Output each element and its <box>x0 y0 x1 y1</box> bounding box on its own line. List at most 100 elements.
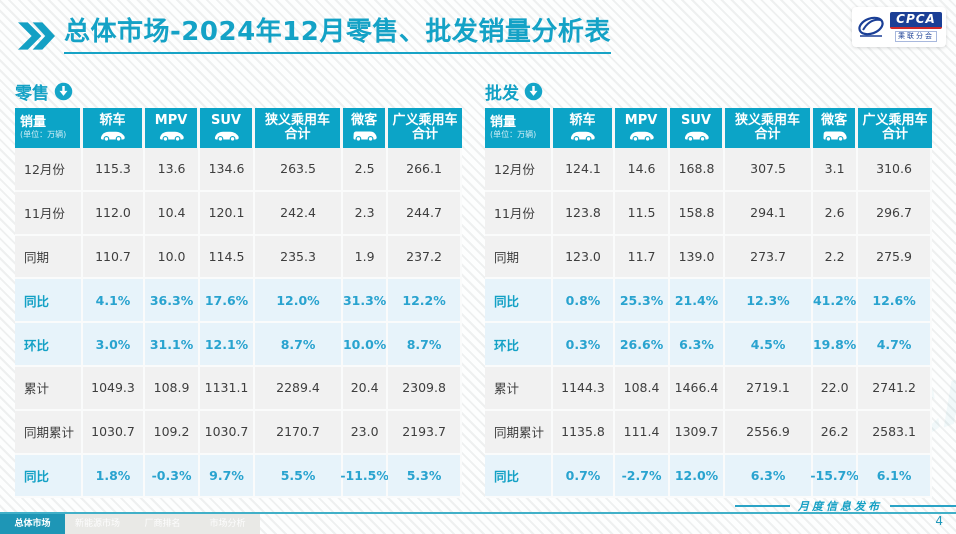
wholesale-table: 销量 (单位：万辆) 轿车 MPV SUV 狭义乘用车 合计 微客 广义乘用车 合计 12月份 124… <box>485 108 932 499</box>
row-label: 同期 <box>485 235 553 280</box>
cell-narrow-pv-total: 294.1 <box>725 191 814 236</box>
cell-minivan: 10.0% <box>343 323 389 367</box>
column-header-broad-pv-total: 广义乘用车 合计 <box>858 108 932 148</box>
cell-suv: 21.4% <box>670 279 725 324</box>
cell-mpv: 26.6% <box>615 323 671 367</box>
cell-narrow-pv-total: 2289.4 <box>255 366 344 411</box>
tables-area: 零售 销量 (单位：万辆) 轿车 MPV SUV 狭义乘用车 合计 微客 广义乘用车 合计 12月份… <box>15 79 932 499</box>
column-label: SUV <box>211 112 241 128</box>
tab-oem-ranking[interactable]: 厂商排名 <box>144 519 181 529</box>
cpca-logo-subtext: 乘联分会 <box>894 31 937 42</box>
cell-mpv: 11.5 <box>615 191 671 236</box>
row-label: 同比 <box>15 279 83 324</box>
cell-narrow-pv-total: 242.4 <box>255 191 344 236</box>
car-icon <box>570 131 595 142</box>
footer-divider <box>0 512 956 514</box>
cell-minivan: 31.3% <box>343 279 389 324</box>
cell-sedan: 124.1 <box>552 148 616 192</box>
row-label: 同期累计 <box>485 410 553 455</box>
row-label: 同期累计 <box>15 410 83 455</box>
cell-suv: 1309.7 <box>670 410 725 455</box>
publish-dash-right <box>890 505 956 507</box>
row-label: 环比 <box>15 323 83 367</box>
table-header-row: 销量 (单位：万辆) 轿车 MPV SUV 狭义乘用车 合计 微客 广义乘用车 合计 <box>485 108 932 148</box>
page-title-suffix: -2024年12月零售、批发销量分析表 <box>170 17 611 47</box>
row-label: 累计 <box>485 366 553 411</box>
cell-mpv: 25.3% <box>615 279 671 324</box>
cell-mpv: 108.4 <box>615 366 671 411</box>
column-header-minivan: 微客 <box>813 108 859 148</box>
page-number: 4 <box>935 514 943 528</box>
cell-mpv: 31.1% <box>145 323 201 367</box>
tab-market-analysis[interactable]: 市场分析 <box>209 519 246 529</box>
cell-suv: 114.5 <box>200 235 255 280</box>
cell-broad-pv-total: 8.7% <box>388 323 462 367</box>
cell-broad-pv-total: 310.6 <box>858 148 932 192</box>
column-label: SUV <box>681 112 711 128</box>
cell-narrow-pv-total: 2170.7 <box>255 410 344 455</box>
cell-mpv: 11.7 <box>615 235 671 280</box>
publish-text: 月度信息发布 <box>798 500 882 513</box>
cell-suv: 1030.7 <box>200 410 255 455</box>
retail-section: 零售 销量 (单位：万辆) 轿车 MPV SUV 狭义乘用车 合计 微客 广义乘用车 合计 12月份… <box>15 79 462 499</box>
publish-label: 月度信息发布 <box>735 498 956 514</box>
cell-broad-pv-total: 2193.7 <box>388 410 462 455</box>
tab-nev-market[interactable]: 新能源市场 <box>74 519 120 529</box>
retail-section-header: 零售 <box>15 79 462 104</box>
tab-overall-market[interactable]: 总体市场 <box>0 514 65 534</box>
cell-broad-pv-total: 2741.2 <box>858 366 932 411</box>
wholesale-section-title: 批发 <box>485 84 519 104</box>
cell-sedan: 0.3% <box>552 323 616 367</box>
cell-mpv: 14.6 <box>615 148 671 192</box>
cpca-swoosh-icon <box>858 16 884 37</box>
page-title-prefix: 总体市场 <box>64 17 171 47</box>
column-label: 广义乘用车 <box>862 112 928 128</box>
row-label: 12月份 <box>15 148 83 192</box>
column-label-line2: 合计 <box>412 127 439 142</box>
table-row-12月份: 12月份 115.3 13.6 134.6 263.5 2.5 266.1 <box>15 148 462 192</box>
column-unit: (单位：万辆) <box>20 129 67 139</box>
row-label: 同比 <box>485 454 553 499</box>
cell-broad-pv-total: 244.7 <box>388 191 462 236</box>
column-label-line2: 合计 <box>882 127 909 142</box>
cell-suv: 12.1% <box>200 323 255 367</box>
cell-broad-pv-total: 6.1% <box>858 454 932 499</box>
table-row-同比: 同比 1.8% -0.3% 9.7% 5.5% -11.5% 5.3% <box>15 454 462 499</box>
cell-sedan: 1030.7 <box>82 410 146 455</box>
cell-narrow-pv-total: 6.3% <box>725 454 814 499</box>
cell-broad-pv-total: 237.2 <box>388 235 462 280</box>
cell-broad-pv-total: 5.3% <box>388 454 462 499</box>
car-icon <box>100 131 125 142</box>
cell-sedan: 4.1% <box>82 279 146 324</box>
column-header-broad-pv-total: 广义乘用车 合计 <box>388 108 462 148</box>
row-label: 同比 <box>15 454 83 499</box>
table-row-环比: 环比 3.0% 31.1% 12.1% 8.7% 10.0% 8.7% <box>15 323 462 367</box>
table-row-11月份: 11月份 112.0 10.4 120.1 242.4 2.3 244.7 <box>15 191 462 236</box>
cell-minivan: 41.2% <box>813 279 859 324</box>
retail-table: 销量 (单位：万辆) 轿车 MPV SUV 狭义乘用车 合计 微客 广义乘用车 合计 12月份 115… <box>15 108 462 499</box>
cell-mpv: 10.4 <box>145 191 201 236</box>
cell-mpv: 111.4 <box>615 410 671 455</box>
cell-sedan: 112.0 <box>82 191 146 236</box>
table-row-12月份: 12月份 124.1 14.6 168.8 307.5 3.1 310.6 <box>485 148 932 192</box>
cell-sedan: 0.7% <box>552 454 616 499</box>
table-row-同期: 同期 123.0 11.7 139.0 273.7 2.2 275.9 <box>485 235 932 280</box>
column-label: 微客 <box>351 112 378 128</box>
column-header-narrow-pv-total: 狭义乘用车 合计 <box>725 108 814 148</box>
column-label-line2: 合计 <box>754 127 781 142</box>
cell-mpv: 109.2 <box>145 410 201 455</box>
row-label: 12月份 <box>485 148 553 192</box>
cell-suv: 120.1 <box>200 191 255 236</box>
cell-suv: 17.6% <box>200 279 255 324</box>
cell-narrow-pv-total: 2719.1 <box>725 366 814 411</box>
cell-narrow-pv-total: 263.5 <box>255 148 344 192</box>
row-label: 环比 <box>485 323 553 367</box>
column-header-sedan: 轿车 <box>552 108 616 148</box>
cell-suv: 1131.1 <box>200 366 255 411</box>
car-icon <box>159 131 184 142</box>
column-unit: (单位：万辆) <box>490 129 537 139</box>
cell-minivan: 2.3 <box>343 191 389 236</box>
car-icon <box>684 131 709 142</box>
table-row-同期: 同期 110.7 10.0 114.5 235.3 1.9 237.2 <box>15 235 462 280</box>
cell-broad-pv-total: 2583.1 <box>858 410 932 455</box>
